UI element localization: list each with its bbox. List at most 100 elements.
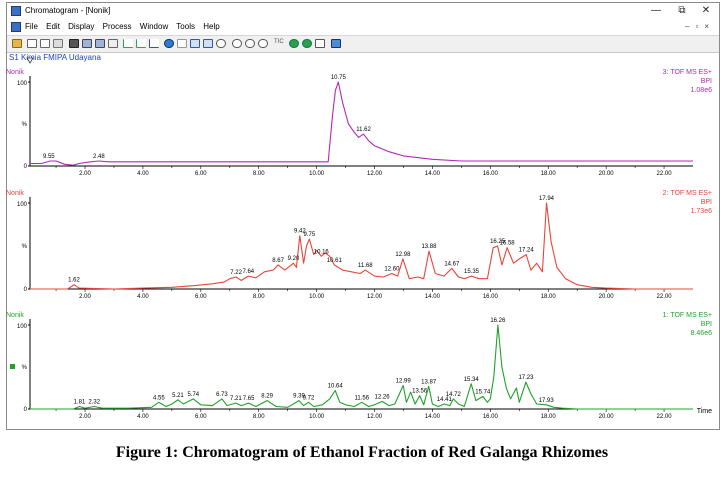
mode-label-1: BPI	[701, 78, 712, 85]
peak-label-2-7: 10.16	[314, 249, 330, 255]
function-label-2: 2: TOF MS ES+	[663, 190, 712, 197]
peak-label-2-9: 11.68	[358, 263, 373, 269]
bar-chart-icon[interactable]	[149, 39, 159, 48]
menu-tools[interactable]: Tools	[176, 22, 195, 31]
x-tick-label-2-3: 8.00	[253, 294, 265, 300]
peak-label-3-21: 16.26	[490, 318, 506, 324]
x-tick-label-1-5: 12.00	[367, 171, 383, 177]
copy-icon[interactable]	[82, 39, 92, 48]
trace-indicator-icon	[10, 364, 15, 369]
figure-caption: Figure 1: Chromatogram of Ethanol Fracti…	[115, 444, 609, 461]
x-tick-label-3-5: 12.00	[367, 414, 383, 420]
maximize-button[interactable]: ⧉	[678, 5, 686, 16]
sample-label-3: Nonik	[6, 312, 24, 319]
app-icon	[11, 6, 21, 16]
next-icon[interactable]	[302, 39, 312, 48]
print-icon[interactable]	[40, 39, 50, 48]
x-tick-label-2-10: 22.00	[657, 294, 673, 300]
menu-file[interactable]: File	[25, 22, 38, 31]
peak-label-1-1: 2.48	[93, 154, 105, 160]
menu-help[interactable]: Help	[203, 22, 220, 31]
y-tick-label-100-1: 100	[17, 81, 28, 87]
expand-icon[interactable]	[315, 39, 325, 48]
previous-icon[interactable]	[289, 39, 299, 48]
sample-label-1: Nonik	[6, 69, 24, 76]
peak-label-3-4: 5.74	[187, 392, 199, 398]
chart-icon[interactable]	[123, 39, 133, 48]
y-tick-label-100-2: 100	[17, 202, 28, 208]
menu-process[interactable]: Process	[102, 22, 132, 31]
peak-label-2-2: 7.64	[242, 269, 254, 275]
x-tick-label-2-5: 12.00	[367, 294, 383, 300]
intensity-label-1: 1.08e6	[691, 87, 713, 94]
zoom-in-icon[interactable]	[232, 39, 242, 48]
clipboard-icon[interactable]	[108, 39, 118, 48]
peak-label-2-8: 10.61	[327, 258, 343, 264]
zoom-out-icon[interactable]	[245, 39, 255, 48]
trace-2	[30, 202, 693, 290]
peak-label-2-10: 12.60	[384, 267, 400, 273]
trace-1	[30, 81, 693, 166]
x-tick-label-1-6: 14.00	[425, 171, 441, 177]
y-tick-label-percent-3: %	[22, 365, 28, 371]
peak-label-3-9: 9.39	[293, 394, 305, 400]
menu-edit[interactable]: Edit	[46, 22, 60, 31]
globe-icon[interactable]	[164, 39, 174, 48]
x-tick-label-1-8: 18.00	[541, 171, 557, 177]
document-window-controls[interactable]: –▫×	[685, 22, 715, 31]
peak-label-3-15: 13.56	[412, 389, 428, 395]
close-button[interactable]: ✕	[701, 5, 711, 16]
y-tick-label-0-2: 0	[24, 287, 28, 293]
window-title: Chromatogram - [Nonik]	[25, 6, 111, 15]
pointer-icon[interactable]	[216, 39, 226, 48]
text-icon[interactable]	[177, 39, 187, 48]
print-preview-icon[interactable]	[27, 39, 37, 48]
peak-label-3-18: 14.72	[446, 392, 462, 398]
peak-label-3-16: 13.87	[421, 379, 437, 385]
open-icon[interactable]	[12, 39, 22, 48]
x-tick-label-3-7: 16.00	[483, 414, 499, 420]
title-bar: Chromatogram - [Nonik] — ⧉ ✕	[7, 3, 719, 20]
peak-label-2-5: 9.42	[294, 229, 306, 235]
x-tick-label-3-4: 10.00	[309, 414, 325, 420]
peak-label-2-11: 12.98	[395, 252, 411, 258]
peak-label-3-23: 17.93	[539, 398, 555, 404]
peak-icon[interactable]	[136, 39, 146, 48]
x-tick-label-2-2: 6.00	[195, 294, 207, 300]
chromatogram-window: Chromatogram - [Nonik] — ⧉ ✕ File Edit D…	[6, 2, 720, 430]
peak-label-2-4: 9.20	[288, 256, 300, 262]
peak-label-1-3: 11.62	[356, 127, 371, 133]
x-tick-label-3-9: 20.00	[599, 414, 615, 420]
x-tick-label-3-8: 18.00	[541, 414, 557, 420]
zoom-reset-icon[interactable]	[258, 39, 268, 48]
document-icon[interactable]	[11, 22, 21, 32]
peak-label-3-14: 12.99	[396, 378, 412, 384]
menu-window[interactable]: Window	[139, 22, 169, 31]
x-tick-label-2-6: 14.00	[425, 294, 441, 300]
x-tick-label-2-8: 18.00	[541, 294, 557, 300]
page-setup-icon[interactable]	[53, 39, 63, 48]
peak-label-2-0: 1.62	[68, 278, 80, 284]
tic-button[interactable]: TIC	[274, 39, 284, 45]
peak-label-3-1: 2.32	[88, 399, 100, 405]
peak-label-3-17: 14.41	[437, 397, 453, 403]
peak-label-2-14: 15.35	[464, 269, 480, 275]
paste-icon[interactable]	[95, 39, 105, 48]
menu-display[interactable]: Display	[68, 22, 95, 31]
peak-label-2-6: 9.75	[304, 232, 316, 238]
peak-label-3-19: 15.34	[464, 377, 480, 383]
mode-label-2: BPI	[701, 199, 712, 206]
x-tick-label-3-0: 2.00	[79, 414, 91, 420]
sample-header: S1 Kimia FMIPA Udayana	[9, 53, 101, 62]
x-tick-label-2-7: 16.00	[483, 294, 499, 300]
peak-label-1-2: 10.75	[331, 75, 347, 81]
x-tick-label-1-1: 4.00	[137, 171, 149, 177]
camera-icon[interactable]	[69, 39, 79, 48]
x-tick-label-2-1: 4.00	[137, 294, 149, 300]
spectrum-icon[interactable]	[331, 39, 341, 48]
cursor-marker-icon	[26, 57, 34, 64]
layout-icon[interactable]	[190, 39, 200, 48]
list-icon[interactable]	[203, 39, 213, 48]
peak-label-3-7: 7.65	[243, 396, 255, 402]
minimize-button[interactable]: —	[651, 5, 661, 16]
